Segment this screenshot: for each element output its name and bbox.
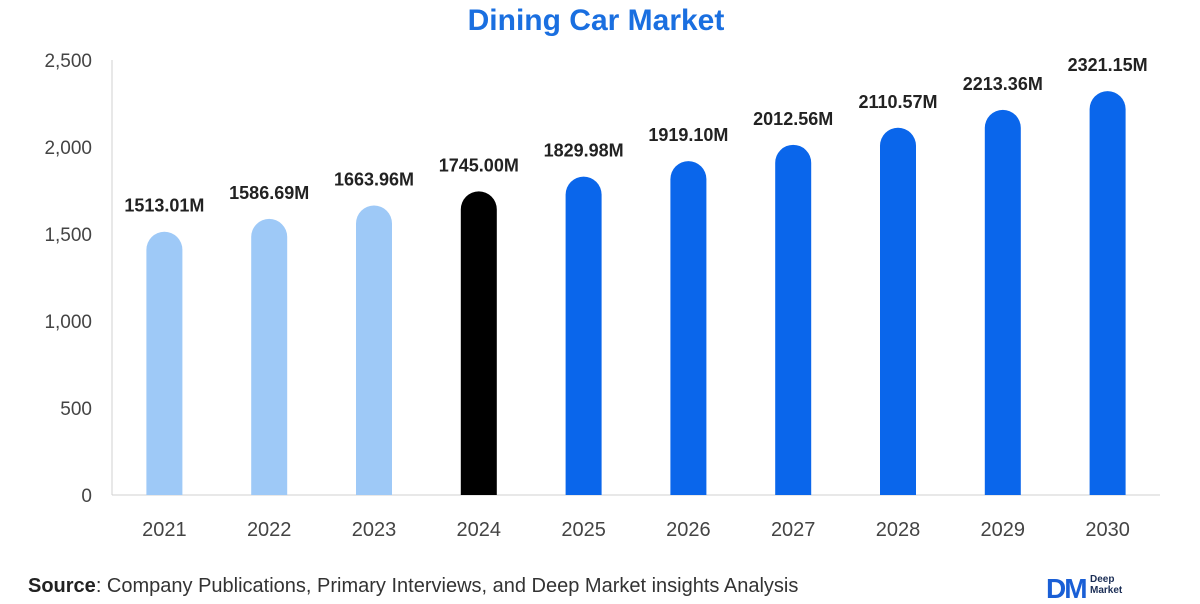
x-tick-label: 2024 xyxy=(457,519,502,541)
data-label: 1745.00M xyxy=(439,155,519,175)
y-tick-label: 0 xyxy=(81,486,92,507)
x-tick-label: 2030 xyxy=(1085,519,1130,541)
data-label: 1663.96M xyxy=(334,169,414,189)
data-label: 2213.36M xyxy=(963,74,1043,94)
x-tick-label: 2027 xyxy=(771,519,816,541)
data-label: 1829.98M xyxy=(544,141,624,161)
bar-2030 xyxy=(1089,91,1126,495)
chart-title: Dining Car Market xyxy=(468,4,725,37)
data-label: 1586.69M xyxy=(229,183,309,203)
x-tick-label: 2029 xyxy=(981,519,1026,541)
x-tick-label: 2028 xyxy=(876,519,921,541)
data-label: 2110.57M xyxy=(858,92,937,112)
bar-2027 xyxy=(775,144,812,495)
data-label: 2321.15M xyxy=(1068,55,1148,75)
data-label: 1513.01M xyxy=(124,196,204,216)
y-tick-label: 2,500 xyxy=(44,51,92,72)
data-label: 2012.56M xyxy=(753,109,833,129)
source-note: Source: Company Publications, Primary In… xyxy=(28,575,798,598)
bar-2028 xyxy=(880,127,916,496)
source-label: Source xyxy=(28,575,96,597)
logo-wordmark: Deep Market xyxy=(1090,574,1122,596)
bar-2023 xyxy=(356,205,392,496)
data-label: 1919.10M xyxy=(648,125,728,145)
x-tick-label: 2023 xyxy=(352,519,397,541)
y-tick-label: 1,000 xyxy=(44,312,92,333)
logo-mark: DM xyxy=(1046,573,1088,604)
bar-2022 xyxy=(251,218,288,495)
bar-2025 xyxy=(565,176,602,495)
y-tick-label: 1,500 xyxy=(44,225,92,246)
x-tick-label: 2021 xyxy=(142,519,187,541)
logo-line-2: Market xyxy=(1090,585,1123,596)
y-tick-label: 2,000 xyxy=(44,138,92,159)
bar-2026 xyxy=(670,161,707,495)
logo-line-1: Deep xyxy=(1090,574,1115,585)
bar-2029 xyxy=(984,109,1021,495)
bar-2021 xyxy=(146,231,183,495)
x-tick-label: 2025 xyxy=(561,519,606,541)
x-tick-label: 2026 xyxy=(666,519,711,541)
bar-2024 xyxy=(460,191,497,495)
deep-market-insights-logo: DM Deep Market xyxy=(1046,573,1176,604)
y-tick-label: 500 xyxy=(60,399,92,420)
x-tick-label: 2022 xyxy=(247,519,292,541)
source-text: : Company Publications, Primary Intervie… xyxy=(95,575,799,597)
